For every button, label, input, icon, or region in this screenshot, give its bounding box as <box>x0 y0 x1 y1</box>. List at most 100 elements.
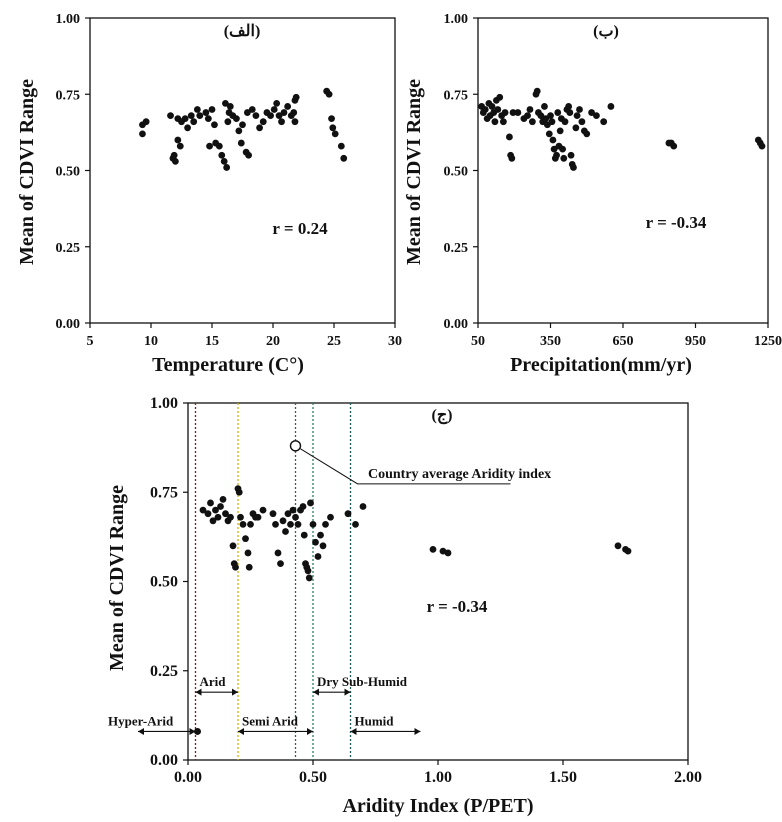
zone-arrow-head <box>195 688 202 696</box>
x-tick-label: 350 <box>540 334 561 349</box>
data-point <box>287 520 294 528</box>
data-point <box>206 142 213 150</box>
x-tick-label: 1.50 <box>549 769 577 786</box>
correlation-annotation: r = 0.24 <box>272 219 328 238</box>
data-point <box>553 151 560 159</box>
data-point <box>199 506 207 514</box>
data-point <box>223 164 231 171</box>
data-point <box>317 531 324 539</box>
x-tick-label: 50 <box>471 334 485 349</box>
data-point <box>304 567 312 575</box>
panel-label: (ج) <box>432 407 453 425</box>
data-point <box>549 136 557 144</box>
data-point <box>556 127 564 135</box>
data-point <box>269 510 277 518</box>
data-point <box>181 115 189 123</box>
data-point <box>344 510 352 518</box>
data-point <box>325 90 333 98</box>
data-point <box>614 542 622 550</box>
data-point <box>359 503 367 510</box>
plot-frame <box>477 17 769 324</box>
data-point <box>242 535 249 543</box>
data-point <box>526 106 534 113</box>
zone-arrow-head <box>344 688 351 696</box>
data-point <box>218 151 226 159</box>
data-point <box>290 109 298 116</box>
data-point <box>588 109 595 116</box>
data-point <box>248 106 256 113</box>
x-tick-label: 25 <box>327 334 341 349</box>
data-point <box>506 133 513 141</box>
zone-label: Hyper-Arid <box>108 713 174 728</box>
data-point <box>499 118 507 126</box>
data-point <box>567 151 575 159</box>
data-point <box>239 121 246 129</box>
data-point <box>272 520 279 528</box>
data-point <box>494 106 502 113</box>
data-point <box>607 103 615 110</box>
data-point <box>758 142 766 150</box>
zone-label: Humid <box>355 713 395 728</box>
data-point <box>245 563 253 571</box>
data-point <box>340 154 348 162</box>
data-point <box>239 520 247 528</box>
y-axis-label: Mean of CDVI Range <box>16 79 38 265</box>
panel-a-temperature-chart: (الف) r = 0.24 Temperature (C°) Mean of … <box>16 12 402 376</box>
data-point <box>202 109 210 116</box>
zone-arrow-head <box>232 688 238 696</box>
y-tick-label: 1.00 <box>150 395 178 412</box>
data-point <box>267 112 274 119</box>
data-point <box>209 517 217 525</box>
data-point <box>229 542 237 550</box>
data-point <box>554 109 562 116</box>
data-point <box>583 130 591 138</box>
data-point <box>256 124 263 132</box>
x-tick-label: 1250 <box>754 334 782 349</box>
data-point <box>275 112 283 119</box>
data-point <box>572 124 580 132</box>
data-point <box>537 112 545 119</box>
y-tick-label: 0.50 <box>444 165 469 180</box>
data-point <box>215 142 223 150</box>
data-point <box>244 549 252 557</box>
x-tick-label: 20 <box>266 334 280 349</box>
y-tick-label: 0.50 <box>150 574 178 591</box>
data-point <box>204 510 212 518</box>
data-point <box>219 495 227 503</box>
correlation-annotation: r = -0.34 <box>646 213 707 232</box>
data-point <box>299 503 307 510</box>
data-point <box>217 503 224 510</box>
data-point <box>222 510 229 518</box>
data-point <box>352 520 359 528</box>
data-point <box>624 547 632 555</box>
x-tick-label: 2.00 <box>674 769 702 786</box>
data-point <box>312 538 319 546</box>
data-point <box>259 506 267 514</box>
data-point <box>548 118 556 126</box>
country-average-label: Country average Aridity index <box>368 467 551 482</box>
x-axis-label: Precipitation(mm/yr) <box>510 354 692 376</box>
data-point <box>496 93 504 101</box>
data-point <box>176 142 184 150</box>
y-tick-label: 0.75 <box>56 88 81 103</box>
data-point <box>305 574 313 582</box>
data-point <box>279 517 287 525</box>
data-point <box>208 106 216 113</box>
data-point <box>533 87 541 95</box>
zone-label: Semi Arid <box>242 713 299 728</box>
data-point <box>277 560 284 568</box>
x-tick-label: 650 <box>613 334 634 349</box>
data-point <box>488 103 496 110</box>
x-axis-label: Temperature (C°) <box>152 354 304 376</box>
x-tick-label: 950 <box>685 334 706 349</box>
country-average-marker <box>289 440 302 452</box>
data-point <box>294 520 302 528</box>
data-point <box>212 506 219 514</box>
y-tick-label: 1.00 <box>56 12 81 27</box>
data-point <box>300 531 308 539</box>
data-point <box>327 513 334 521</box>
y-tick-label: 0.50 <box>56 165 81 180</box>
data-point <box>224 118 232 126</box>
data-point <box>600 118 608 126</box>
